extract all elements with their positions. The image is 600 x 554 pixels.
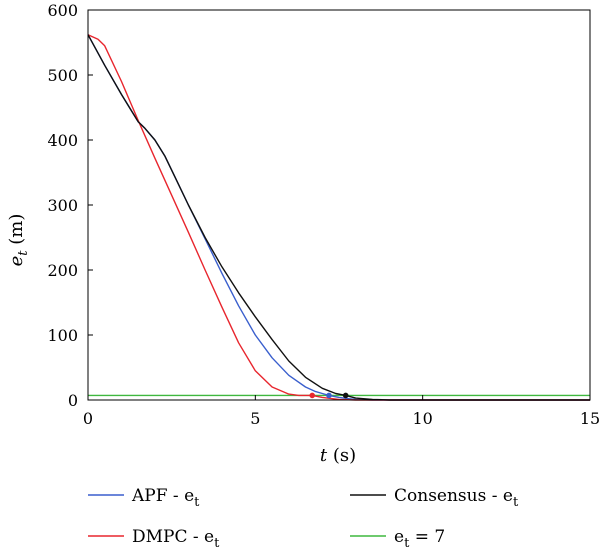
axes: 0 5 10 15 0 100 200 300 400 500 600: [47, 1, 600, 428]
y-tick-label: 500: [47, 66, 78, 85]
series-end-marker-1: [309, 392, 316, 399]
y-tick-label: 600: [47, 1, 78, 20]
series-line-0: [87, 34, 590, 401]
plot-frame: [87, 9, 591, 401]
legend-label-0: APF - et: [131, 486, 200, 510]
legend-label-1: DMPC - et: [132, 527, 220, 551]
y-tick-label: 400: [47, 131, 78, 150]
y-tick-label: 100: [47, 326, 78, 345]
x-tick-label: 5: [250, 409, 260, 428]
series-line-2: [87, 34, 590, 401]
y-axis-title: et (m): [6, 214, 31, 267]
x-axis-title: t (s): [320, 445, 356, 466]
y-tick-label: 300: [47, 196, 78, 215]
x-tick-label: 10: [412, 409, 432, 428]
y-tick-label: 0: [68, 391, 78, 410]
y-tick-label: 200: [47, 261, 78, 280]
series-end-marker-2: [342, 392, 349, 399]
series-line-1: [87, 34, 590, 401]
x-tick-label: 15: [580, 409, 600, 428]
legend-label-2: Consensus - et: [394, 486, 519, 510]
plot-area: [87, 34, 590, 401]
legend: APF - et DMPC - et Consensus - et et = 7: [88, 486, 519, 551]
x-tick-label: 0: [83, 409, 93, 428]
legend-label-3: et = 7: [394, 527, 445, 551]
series-end-marker-0: [326, 392, 332, 399]
